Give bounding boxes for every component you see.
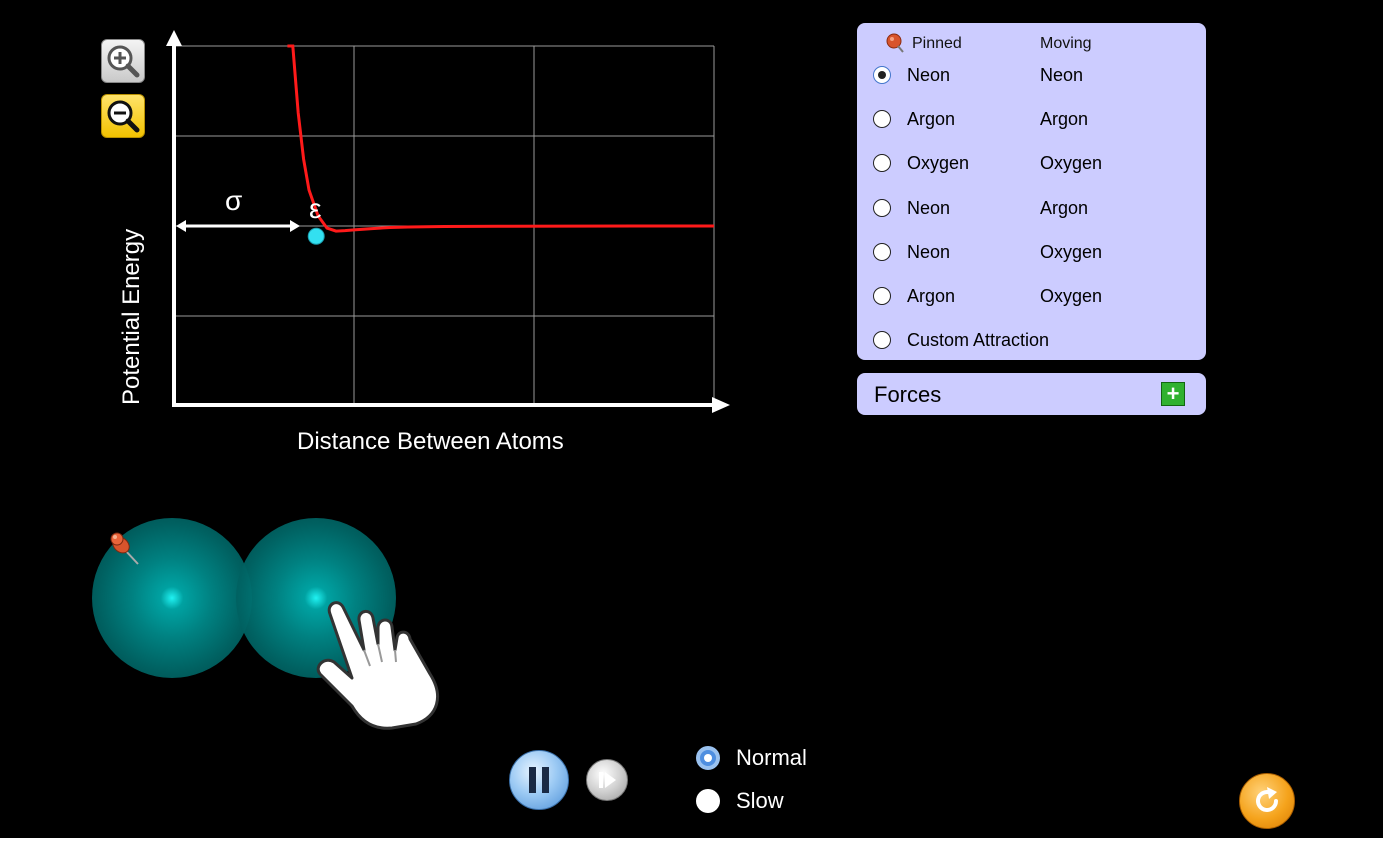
speed-label: Normal [736, 745, 807, 770]
atom-option-oxygen-oxygen[interactable]: Oxygen Oxygen [873, 148, 1193, 178]
pinned-column-header: Pinned [912, 35, 962, 52]
pause-button[interactable] [509, 750, 569, 810]
step-forward-icon [599, 772, 616, 788]
moving-atom-label: Oxygen [1040, 152, 1103, 173]
pushpin-icon [110, 532, 139, 565]
radio-button[interactable] [873, 199, 891, 217]
atom-option-custom-attraction[interactable]: Custom Attraction [873, 325, 1193, 355]
speed-label: Slow [736, 788, 784, 813]
step-forward-button[interactable] [586, 759, 628, 801]
zoom-out-icon [107, 100, 140, 133]
y-axis-label: Potential Energy [118, 228, 145, 405]
x-axis-label: Distance Between Atoms [297, 428, 564, 455]
atom-option-argon-oxygen[interactable]: Argon Oxygen [873, 281, 1193, 311]
bottom-border [0, 838, 1383, 841]
atom-option-neon-neon[interactable]: Neon Neon [873, 60, 1193, 90]
atom-option-argon-argon[interactable]: Argon Argon [873, 104, 1193, 134]
moving-atom-label: Neon [1040, 64, 1084, 85]
epsilon-label: ε [309, 193, 322, 224]
radio-button[interactable] [873, 243, 891, 261]
moving-column-header: Moving [1040, 35, 1092, 52]
reset-button[interactable] [1239, 773, 1295, 829]
custom-attraction-label: Custom Attraction [907, 329, 1050, 350]
zoom-out-button[interactable] [101, 94, 145, 138]
atom-option-neon-argon[interactable]: Neon Argon [873, 193, 1193, 223]
plus-icon[interactable]: + [1161, 382, 1185, 406]
pinned-atom-label: Argon [907, 285, 956, 306]
moving-atom-label: Argon [1040, 108, 1089, 129]
moving-atom-label: Oxygen [1040, 241, 1103, 262]
atom-selector-panel: Pinned Moving Neon Neon Argon Argon Oxyg… [857, 23, 1206, 360]
radio-button[interactable] [873, 331, 891, 349]
moving-atom-label: Oxygen [1040, 285, 1103, 306]
hand-cursor-icon [316, 601, 439, 730]
forces-panel[interactable]: Forces + [857, 373, 1206, 415]
radio-button[interactable] [873, 110, 891, 128]
radio-button[interactable] [873, 154, 891, 172]
pinned-atom-label: Oxygen [907, 152, 970, 173]
speed-option-normal[interactable]: Normal [696, 745, 807, 771]
radio-button[interactable] [696, 789, 720, 813]
atom-option-neon-oxygen[interactable]: Neon Oxygen [873, 237, 1193, 267]
pinned-atom-label: Neon [907, 241, 951, 262]
chart-axes [166, 30, 730, 413]
pinned-atom-label: Neon [907, 197, 951, 218]
energy-marker[interactable] [307, 227, 325, 245]
reset-icon [1256, 787, 1278, 812]
pinned-atom-label: Neon [907, 64, 951, 85]
moving-atom-label: Argon [1040, 197, 1089, 218]
radio-button[interactable] [696, 746, 720, 770]
radio-button[interactable] [873, 287, 891, 305]
potential-energy-chart [166, 30, 730, 413]
sigma-label: σ [225, 185, 243, 216]
pause-icon [529, 767, 549, 793]
speed-option-slow[interactable]: Slow [696, 788, 784, 814]
radio-button[interactable] [873, 66, 891, 84]
pushpin-icon [886, 33, 904, 53]
forces-label: Forces [874, 382, 942, 407]
zoom-in-button[interactable] [101, 39, 145, 83]
sigma-arrow [176, 220, 300, 232]
pinned-atom-label: Argon [907, 108, 956, 129]
potential-energy-curve [287, 44, 715, 233]
zoom-in-icon [107, 45, 140, 78]
